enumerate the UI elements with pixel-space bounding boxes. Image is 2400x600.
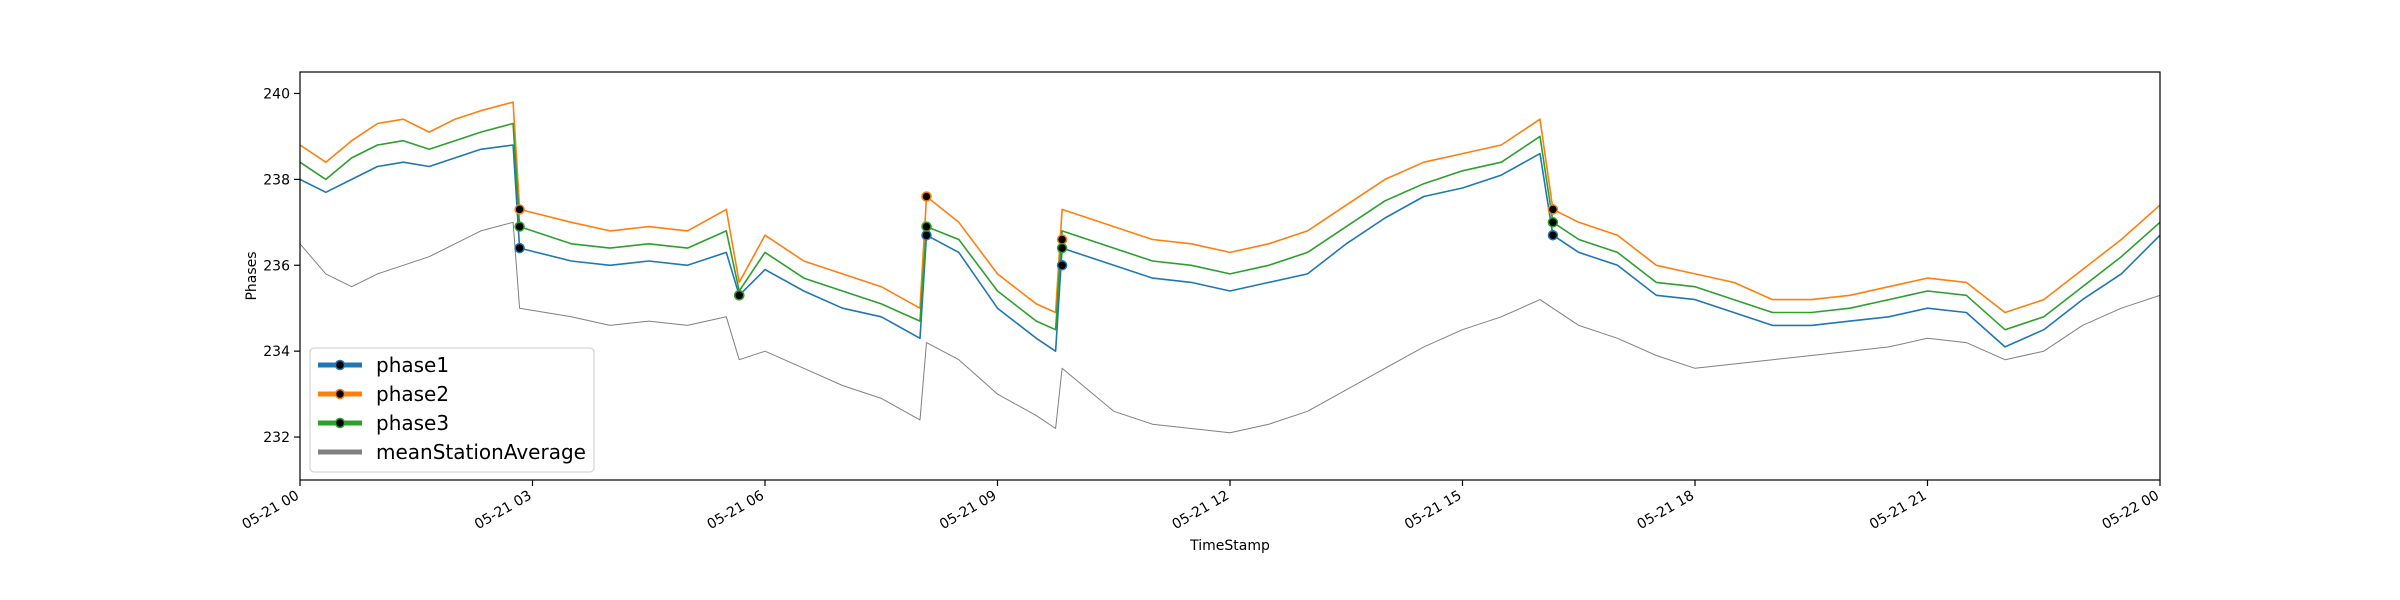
marker-phase3-0 — [514, 221, 525, 232]
marker-phase2-3 — [1056, 234, 1068, 245]
y-tick-label: 238 — [263, 172, 290, 188]
legend-label: phase1 — [376, 353, 449, 377]
y-tick-label: 240 — [263, 86, 290, 102]
marker-phase1-3 — [1056, 260, 1068, 271]
legend-label: phase3 — [376, 411, 449, 435]
marker-layer — [514, 191, 1559, 301]
marker-phase1-0 — [514, 242, 525, 254]
series-line-phase3 — [299, 122, 2161, 331]
y-axis: 232 234 236 238 240 — [263, 86, 300, 446]
legend-box — [309, 347, 595, 473]
legend-label: phase2 — [376, 382, 449, 406]
series-line-phase1 — [299, 144, 2161, 352]
legend-marker — [334, 359, 346, 371]
marker-phase3-1 — [733, 290, 745, 301]
series-layer — [299, 101, 2161, 434]
legend-entry-phase2: phase2 — [318, 382, 449, 406]
series-line-phase2 — [299, 101, 2161, 314]
marker-phase2-0 — [514, 204, 525, 215]
plot-area — [300, 72, 2160, 480]
marker-phase1-2 — [921, 229, 932, 241]
y-tick-label: 232 — [263, 430, 290, 446]
y-tick-label: 234 — [263, 344, 290, 360]
marker-phase3-3 — [1056, 242, 1068, 254]
marker-phase2-4 — [1547, 204, 1559, 215]
legend-entry-phase3: phase3 — [318, 411, 449, 435]
legend-entry-meanStationAverage: meanStationAverage — [318, 440, 586, 464]
y-axis-label: Phases — [244, 251, 260, 300]
y-tick-label: 236 — [263, 258, 290, 274]
legend-label: meanStationAverage — [376, 440, 586, 464]
marker-phase2-2 — [921, 191, 932, 202]
legend-entry-phase1: phase1 — [318, 353, 449, 377]
legend-marker — [334, 388, 346, 400]
marker-phase3-2 — [921, 221, 932, 232]
marker-phase3-4 — [1547, 217, 1559, 228]
x-axis-label: TimeStamp — [1189, 538, 1270, 554]
legend-marker — [334, 417, 346, 429]
marker-phase1-4 — [1547, 229, 1559, 241]
series-line-meanStationAverage — [299, 221, 2161, 434]
legend: phase1 phase2 phase3 meanStationAverage — [309, 347, 595, 473]
